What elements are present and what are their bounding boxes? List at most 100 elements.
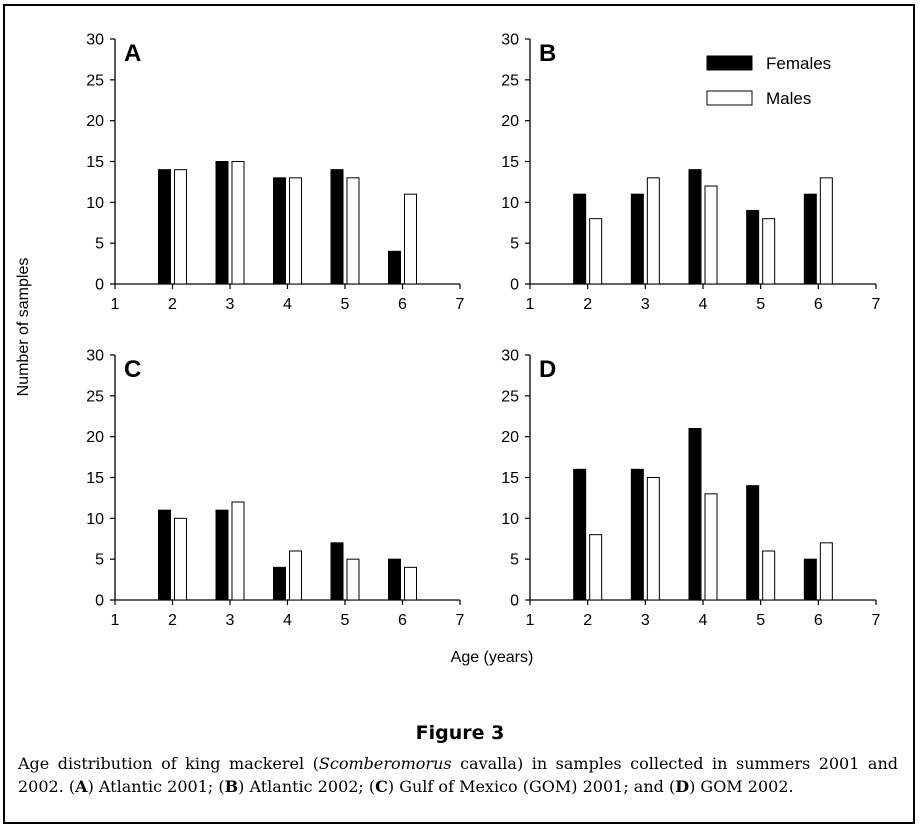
bar-males	[346, 177, 360, 285]
caption-part: ) Atlantic 2001; (	[87, 777, 225, 796]
chart-panel-d: 0 5 10 15 20 25 30 1 2 3 4 5 6 7 D	[501, 348, 880, 630]
bar-males	[289, 177, 302, 285]
y-tick-label: 20	[86, 113, 104, 130]
bar-males	[646, 177, 660, 285]
bar-females	[688, 169, 702, 285]
y-tick-label: 0	[95, 593, 104, 610]
x-tick-label: 7	[872, 296, 881, 313]
x-tick-label: 2	[583, 296, 592, 313]
bar-males	[819, 177, 833, 285]
x-tick-label: 3	[641, 612, 650, 629]
panel-label: C	[124, 356, 141, 383]
bar-females	[273, 177, 286, 285]
bar-females	[630, 193, 644, 285]
x-tick-label: 5	[341, 296, 350, 313]
x-tick-label: 6	[814, 296, 823, 313]
bar-females	[330, 169, 344, 285]
bar-females	[746, 485, 760, 601]
caption-part: in samples collected in summers 2001 and…	[18, 754, 899, 796]
y-axis-label: Number of samples	[15, 258, 32, 397]
chart-panel-b: 0 5 10 15 20 25 30 1 2 3 4 5 6 7 B Females Males	[501, 32, 880, 314]
bar-males	[231, 501, 245, 601]
y-tick-label: 0	[95, 277, 104, 294]
y-tick-label: 5	[510, 236, 519, 253]
legend-label-males: Males	[766, 89, 811, 108]
y-tick-label: 10	[86, 511, 104, 528]
x-tick-label: 4	[283, 612, 292, 629]
x-tick-label: 1	[111, 612, 120, 629]
x-tick-label: 7	[456, 296, 465, 313]
y-tick-label: 0	[510, 593, 519, 610]
chart-panel-a: 0 5 10 15 20 25 30 1 2 3 4 5 6 7 A	[86, 32, 464, 314]
bar-females	[803, 193, 817, 285]
x-tick-label: 2	[168, 296, 177, 313]
y-tick-label: 30	[501, 32, 519, 49]
bar-males	[704, 185, 718, 285]
x-tick-label: 3	[641, 296, 650, 313]
x-axis-label: Age (years)	[451, 649, 534, 666]
x-tick-label: 7	[872, 612, 881, 629]
caption-part: ) Gulf of Mexico (GOM) 2001; and (	[387, 777, 676, 796]
bar-females	[215, 161, 229, 285]
bar-males	[646, 477, 660, 601]
x-tick-label: 3	[226, 296, 235, 313]
x-tick-label: 6	[398, 612, 407, 629]
figure-title: Figure 3	[415, 722, 505, 744]
bar-males	[762, 218, 776, 285]
y-tick-label: 25	[501, 72, 519, 89]
x-tick-label: 2	[583, 612, 592, 629]
y-tick-label: 20	[86, 429, 104, 446]
bar-males	[589, 534, 603, 601]
y-tick-label: 10	[501, 511, 519, 528]
bar-females	[388, 558, 401, 601]
y-tick-label: 5	[95, 552, 104, 569]
y-tick-label: 0	[510, 277, 519, 294]
x-tick-label: 2	[168, 612, 177, 629]
figure-charts: Number of samples Age (years) 0510152025…	[15, 32, 881, 667]
bar-females	[158, 169, 171, 285]
y-tick-label: 15	[86, 470, 104, 487]
bar-males	[404, 566, 417, 601]
x-tick-label: 1	[526, 296, 535, 313]
caption-panel-ref: D	[675, 777, 690, 796]
figure-caption: Age distribution of king mackerel (Scomb…	[18, 752, 898, 798]
figure-frame	[3, 4, 915, 824]
bar-females	[158, 509, 171, 601]
x-tick-label: 5	[756, 612, 765, 629]
bar-females	[388, 250, 401, 285]
y-tick-label: 25	[86, 388, 104, 405]
bar-males	[762, 550, 776, 601]
caption-part: ) GOM 2002.	[689, 777, 794, 796]
legend-label-females: Females	[766, 54, 831, 73]
bar-males	[346, 558, 360, 601]
caption-part: ) Atlantic 2002; (	[238, 777, 376, 796]
bar-males	[404, 193, 417, 285]
legend-swatch-males	[706, 90, 753, 106]
y-tick-label: 30	[86, 32, 104, 49]
bar-females	[573, 468, 587, 601]
x-tick-label: 3	[226, 612, 235, 629]
y-tick-label: 20	[501, 113, 519, 130]
caption-panel-ref: B	[224, 777, 239, 796]
y-tick-label: 5	[510, 552, 519, 569]
y-tick-label: 15	[86, 154, 104, 171]
bar-females	[746, 210, 760, 285]
y-tick-label: 10	[86, 195, 104, 212]
caption-species: Scomberomorus	[318, 754, 452, 773]
bar-males	[174, 517, 187, 601]
bar-males	[289, 550, 302, 601]
panel-label: B	[539, 40, 556, 67]
x-tick-label: 5	[756, 296, 765, 313]
x-tick-label: 4	[283, 296, 292, 313]
y-tick-label: 25	[86, 72, 104, 89]
bar-females	[215, 509, 229, 601]
y-tick-label: 15	[501, 154, 519, 171]
bar-females	[688, 428, 702, 601]
y-tick-label: 30	[86, 348, 104, 365]
legend-swatch-females	[706, 55, 753, 71]
y-tick-label: 5	[95, 236, 104, 253]
panel-label: A	[124, 40, 141, 67]
bar-females	[273, 566, 286, 601]
bar-females	[803, 558, 817, 601]
bar-males	[174, 169, 187, 285]
